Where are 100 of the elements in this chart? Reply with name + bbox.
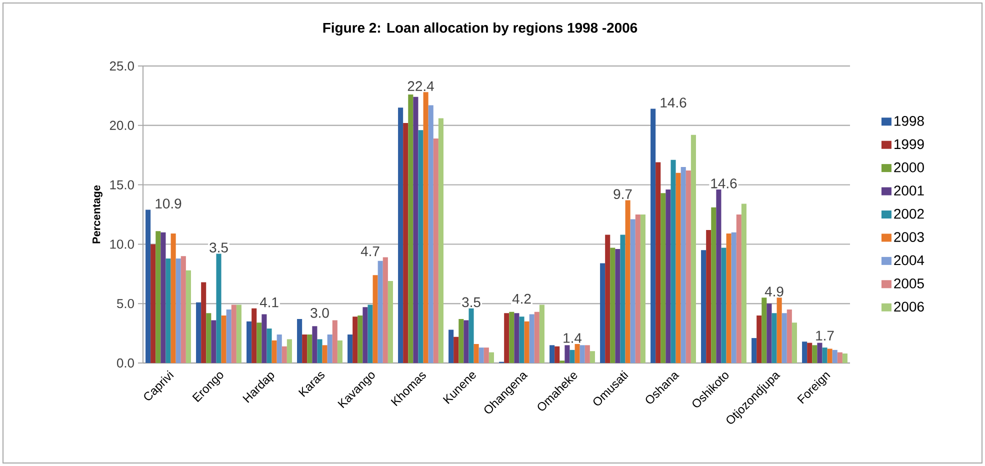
bar <box>196 302 202 363</box>
annotation: 14.6 <box>660 98 686 108</box>
bar <box>792 322 797 363</box>
bar <box>358 315 363 363</box>
bar <box>534 312 540 363</box>
bar <box>690 134 696 363</box>
bar <box>398 108 404 363</box>
bar <box>842 353 848 363</box>
bar <box>146 210 151 363</box>
bar <box>180 256 186 363</box>
bar <box>741 204 746 363</box>
bar <box>650 108 656 363</box>
bar <box>630 219 636 363</box>
y-tick-label: 5.0 <box>116 299 134 308</box>
bar <box>776 298 782 363</box>
bar <box>256 322 262 363</box>
y-tick-label: 25.0 <box>110 61 134 71</box>
bar <box>822 348 828 363</box>
annotation: 4.7 <box>360 246 380 256</box>
bar <box>786 310 792 363</box>
bar <box>201 282 206 363</box>
annotation: 3.5 <box>462 297 480 308</box>
bar <box>160 232 166 363</box>
legend-label: 2005 <box>894 278 924 288</box>
bar <box>600 263 606 363</box>
bar <box>186 270 191 363</box>
bar <box>519 316 524 363</box>
bar <box>378 260 383 363</box>
legend-label: 1998 <box>894 116 924 126</box>
bar <box>266 328 272 363</box>
bar <box>736 214 742 363</box>
bar <box>348 334 353 363</box>
annotation: 4.1 <box>260 298 278 308</box>
bar <box>656 162 661 363</box>
bar <box>666 190 671 363</box>
bar <box>372 275 378 363</box>
bar <box>221 315 226 363</box>
bar <box>302 334 308 363</box>
bar <box>262 314 267 363</box>
bar <box>231 304 236 363</box>
bar <box>539 304 544 363</box>
bar <box>454 336 459 363</box>
bar <box>272 340 277 363</box>
bar <box>676 172 681 363</box>
bar <box>362 307 368 363</box>
bar <box>252 308 257 363</box>
legend-label: 2006 <box>894 302 924 312</box>
bar <box>226 310 232 363</box>
bar <box>282 346 287 363</box>
bar <box>660 193 666 363</box>
bar <box>610 248 616 363</box>
bar <box>382 257 388 363</box>
bar <box>716 190 722 363</box>
y-tick-label: 20.0 <box>110 120 134 130</box>
bar <box>413 96 418 363</box>
y-tick-label: 15.0 <box>110 180 134 190</box>
bar <box>418 130 424 363</box>
bar <box>564 345 570 363</box>
annotation: 3.5 <box>210 242 228 253</box>
bar <box>286 339 292 363</box>
bar <box>635 214 640 363</box>
y-axis-title: Percentage <box>92 185 102 244</box>
legend-label: 2004 <box>894 255 924 266</box>
bar <box>640 214 646 363</box>
bar <box>317 339 322 363</box>
bar <box>762 298 767 363</box>
legend-label: 2000 <box>894 162 924 172</box>
annotation: 3.0 <box>310 308 329 318</box>
bar <box>752 338 757 363</box>
legend-label: 2001 <box>894 186 924 196</box>
bar <box>680 166 686 363</box>
bar <box>448 330 454 363</box>
bar <box>156 231 161 363</box>
bar <box>509 312 514 363</box>
bar <box>802 342 808 363</box>
y-tick-label: 10.0 <box>110 240 134 249</box>
bar <box>756 315 762 363</box>
bar <box>246 321 252 363</box>
bar <box>388 281 393 363</box>
legend-label: 2003 <box>894 232 924 242</box>
bar <box>590 351 595 363</box>
bar <box>711 207 716 363</box>
bar <box>837 352 842 363</box>
bar <box>464 320 469 363</box>
bar <box>584 345 590 363</box>
bar <box>423 92 428 363</box>
bar <box>625 200 630 363</box>
bar <box>832 350 838 363</box>
bar <box>615 248 620 363</box>
bar <box>166 258 171 363</box>
bar <box>570 350 575 363</box>
bar <box>428 105 434 363</box>
bar <box>701 250 706 363</box>
bar <box>150 244 156 363</box>
bar <box>731 232 736 363</box>
bar <box>772 313 777 363</box>
bar <box>211 320 216 363</box>
annotation: 9.7 <box>614 189 632 200</box>
bar <box>312 326 318 363</box>
bar <box>352 316 358 363</box>
